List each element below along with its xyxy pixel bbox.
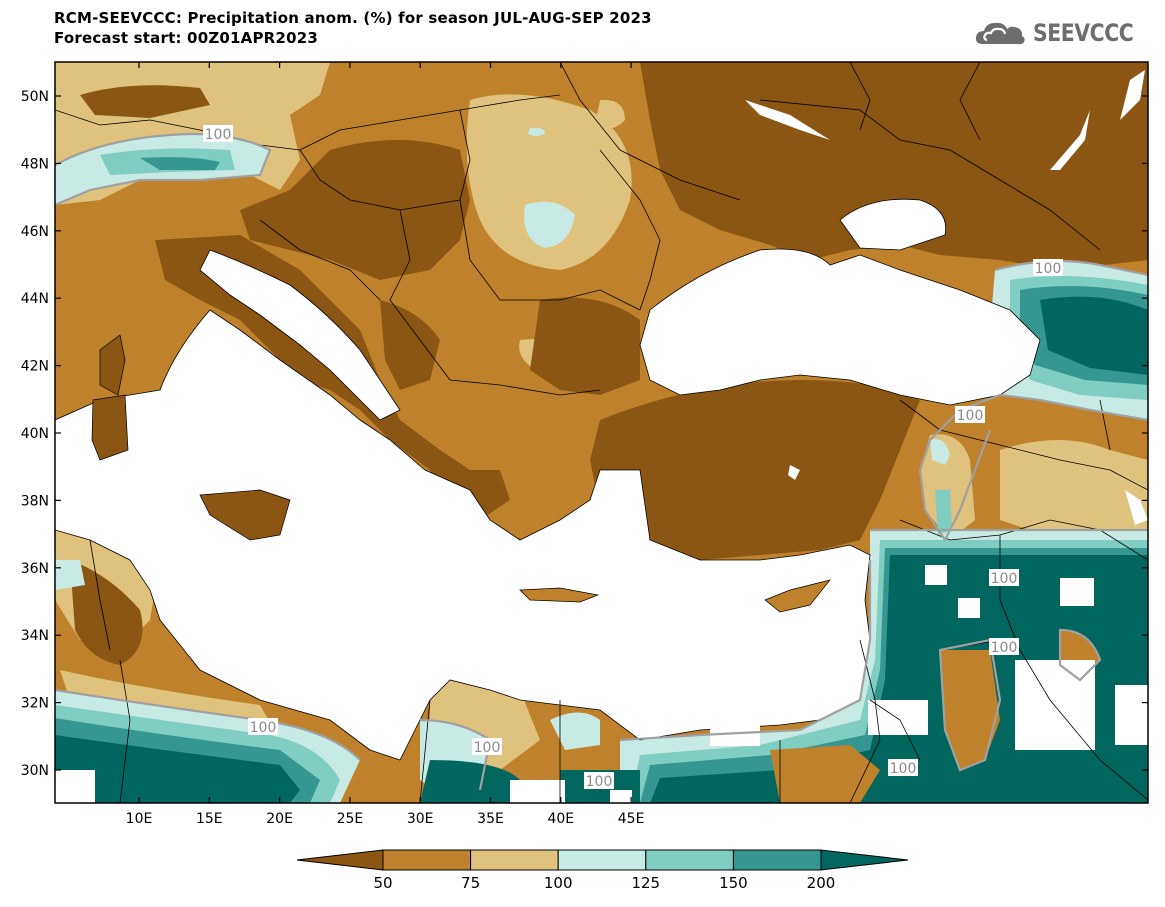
contour-label: 100 bbox=[205, 127, 232, 143]
colorbar-label: 100 bbox=[544, 874, 573, 892]
lon-label: 25E bbox=[337, 811, 364, 827]
islands bbox=[91, 334, 831, 613]
lat-label: 38N bbox=[21, 493, 49, 509]
colorbar-segment bbox=[645, 849, 734, 871]
contour-label-bg bbox=[203, 125, 233, 142]
anomaly-inner-brown bbox=[770, 630, 1100, 803]
lat-label: 50N bbox=[21, 89, 49, 105]
contour-label: 100 bbox=[250, 720, 277, 736]
contour-label: 100 bbox=[991, 640, 1018, 656]
title-line-2: Forecast start: 00Z01APR2023 bbox=[54, 29, 318, 47]
colorbar-segment bbox=[557, 849, 647, 871]
lat-label: 30N bbox=[21, 763, 49, 779]
seevccc-logo: SEEVCCC bbox=[973, 18, 1151, 48]
lat-label: 44N bbox=[21, 291, 49, 307]
lat-label: 36N bbox=[21, 561, 49, 577]
contour-label-bg bbox=[1033, 259, 1063, 276]
title-line-1: RCM-SEEVCCC: Precipitation anom. (%) for… bbox=[54, 9, 652, 27]
map-frame bbox=[54, 61, 1149, 804]
longitude-axis: 10E 15E 20E 25E 30E 35E 40E 45E bbox=[126, 62, 645, 827]
contour-label-bg bbox=[888, 759, 918, 776]
lon-label: 15E bbox=[196, 811, 223, 827]
lon-label: 40E bbox=[547, 811, 574, 827]
anomaly-150-200 bbox=[55, 157, 1148, 803]
anomaly-125-150 bbox=[55, 148, 1148, 803]
lat-label: 40N bbox=[21, 426, 49, 442]
lon-label: 30E bbox=[407, 811, 434, 827]
colorbar-label: 200 bbox=[807, 874, 836, 892]
colorbar-label: 150 bbox=[719, 874, 748, 892]
latitude-axis: 50N 48N 46N 44N 42N 40N 38N 36N 34N 32N 30N bbox=[21, 89, 1148, 779]
colorbar-segment bbox=[470, 849, 559, 871]
sea-areas bbox=[55, 198, 1041, 761]
white-missing-cells bbox=[55, 70, 1148, 803]
anomaly-above-200 bbox=[55, 296, 1148, 803]
contour-label: 100 bbox=[1035, 261, 1062, 277]
contour-label-bg bbox=[472, 738, 502, 755]
contour-label: 100 bbox=[957, 408, 984, 424]
lon-label: 45E bbox=[618, 811, 645, 827]
lat-label: 34N bbox=[21, 628, 49, 644]
colorbar-label: 50 bbox=[373, 874, 392, 892]
anomaly-field bbox=[55, 62, 1148, 803]
anomaly-below-50 bbox=[70, 62, 1148, 800]
anomaly-75-100 bbox=[55, 62, 1148, 790]
lat-label: 46N bbox=[21, 224, 49, 240]
colorbar-label: 125 bbox=[631, 874, 660, 892]
lat-label: 32N bbox=[21, 696, 49, 712]
contour-label-bg bbox=[248, 718, 278, 735]
country-borders bbox=[55, 62, 1148, 803]
contour-label-bg bbox=[955, 406, 985, 423]
lon-label: 10E bbox=[126, 811, 153, 827]
map-title: RCM-SEEVCCC: Precipitation anom. (%) for… bbox=[54, 8, 652, 48]
colorbar-left-arrow bbox=[296, 849, 384, 871]
contour-label-bg bbox=[989, 638, 1019, 655]
colorbar-right-arrow bbox=[820, 849, 909, 871]
lon-label: 20E bbox=[266, 811, 293, 827]
lon-label: 35E bbox=[477, 811, 504, 827]
colorbar-segment bbox=[382, 849, 472, 871]
logo-text: SEEVCCC bbox=[1033, 19, 1134, 47]
contour-label: 100 bbox=[586, 774, 613, 790]
lat-label: 42N bbox=[21, 359, 49, 375]
colorbar-segment bbox=[732, 849, 822, 871]
anomaly-100-125 bbox=[55, 127, 1148, 803]
contour-label: 100 bbox=[474, 740, 501, 756]
colorbar: 50 75 100 125 150 200 bbox=[296, 849, 909, 892]
cloud-icon bbox=[975, 22, 1025, 45]
contour-labels: 100 100 100 100 100 100 100 100 100 bbox=[203, 125, 1063, 790]
contour-100-lines bbox=[55, 132, 1148, 791]
contour-label-bg bbox=[989, 569, 1019, 586]
contour-label: 100 bbox=[991, 571, 1018, 587]
contour-label-bg bbox=[584, 772, 614, 789]
contour-label: 100 bbox=[890, 761, 917, 777]
lat-label: 48N bbox=[21, 156, 49, 172]
colorbar-label: 75 bbox=[461, 874, 480, 892]
